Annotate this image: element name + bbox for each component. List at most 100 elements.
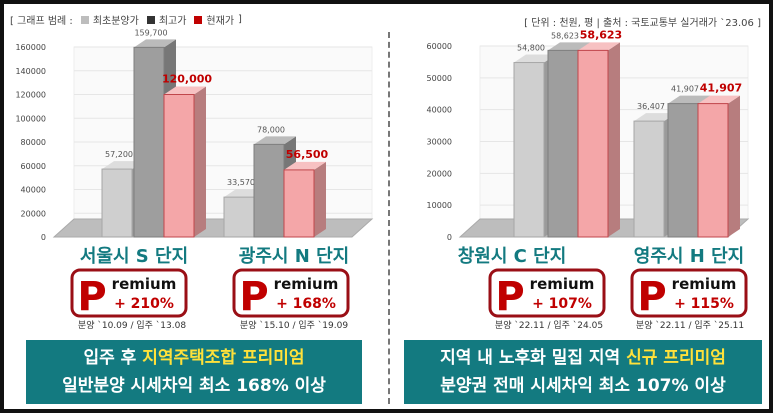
y-tick-label: 20000 xyxy=(427,169,452,178)
bar-1-1-3 xyxy=(163,86,206,238)
legend-swatch-high xyxy=(146,15,155,24)
bar-1-2-3 xyxy=(283,161,326,238)
premium-badge-letter: P xyxy=(239,274,268,320)
bar-front xyxy=(283,169,315,238)
bar-value-label: 120,000 xyxy=(162,73,212,86)
banner-left: 입주 후 지역주택조합 프리미엄 일반분양 시세차익 최소 168% 이상 xyxy=(26,340,362,404)
source-note: [ 단위 : 천원, 평 | 출처 : 국토교통부 실거래가 `23.06 ] xyxy=(524,18,761,29)
complex-dates: 분양 `10.09 / 입주 `13.08 xyxy=(78,319,186,331)
banner-right-line2: 분양권 전매 시세차익 최소 107% 이상 xyxy=(440,376,726,396)
bar-top xyxy=(164,86,206,95)
y-tick-label: 0 xyxy=(41,233,46,242)
legend-prefix: [ 그래프 범례 : xyxy=(10,16,73,27)
premium-badge-letter: P xyxy=(77,274,106,320)
bar-side xyxy=(728,95,740,238)
premium-badge-word: remium xyxy=(112,275,177,293)
bar-top xyxy=(284,161,326,170)
banner-right-line1-hl: 신규 프리미엄 xyxy=(626,348,726,368)
bar-front xyxy=(577,49,609,238)
bar-front xyxy=(101,168,133,238)
bar-front xyxy=(513,62,545,238)
banner-left-line1-a: 입주 후 xyxy=(83,348,143,368)
y-tick-label: 10000 xyxy=(427,201,452,210)
premium-badge-border xyxy=(488,268,606,318)
premium-badge-percent: + 168% xyxy=(276,296,336,312)
bar-value-label: 56,500 xyxy=(286,148,329,161)
complex-name: 영주시 H 단지 xyxy=(634,246,744,267)
legend-item-high: 최고가 xyxy=(158,16,187,27)
bar-front xyxy=(547,49,579,238)
premium-badge-word: remium xyxy=(672,275,737,293)
bar-top xyxy=(668,95,710,104)
complex-dates: 분양 `22.11 / 입주 `25.11 xyxy=(636,319,744,331)
bar-value-label: 41,907 xyxy=(671,85,699,94)
complex-dates: 분양 `15.10 / 입주 `19.09 xyxy=(240,319,348,331)
bar-front xyxy=(697,103,729,238)
y-tick-label: 20000 xyxy=(21,209,46,218)
banner-left-line1-hl: 지역주택조합 프리미엄 xyxy=(142,348,305,368)
chart-canvas: 0200004000060000800001000001200001400001… xyxy=(15,28,750,331)
premium-badge-percent: + 115% xyxy=(674,296,734,312)
bar-top xyxy=(578,42,620,51)
legend-item-current: 현재가 xyxy=(206,16,235,27)
y-tick-label: 40000 xyxy=(427,106,452,115)
bar-side xyxy=(608,42,620,237)
bar-value-label: 58,623 xyxy=(551,31,579,40)
legend-swatch-initial xyxy=(80,15,89,24)
divider xyxy=(388,32,390,404)
y-tick-label: 50000 xyxy=(427,74,452,83)
chart-2: 0 10000 20000 30000 40000 50000 60000 54,800 58,… xyxy=(427,28,750,331)
premium-badge-border xyxy=(232,268,350,318)
legend-item-initial: 최초분양가 xyxy=(92,16,139,27)
bar-value-label: 78,000 xyxy=(257,125,285,134)
bar-front xyxy=(633,120,665,238)
bar-value-label: 159,700 xyxy=(134,28,167,37)
bar-top xyxy=(548,42,590,51)
y-tick-label: 0 xyxy=(447,233,452,242)
premium-badge-letter: P xyxy=(637,274,666,320)
premium-badge-border xyxy=(70,268,188,318)
premium-badge-percent: + 107% xyxy=(532,296,592,312)
bar-value-label: 58,623 xyxy=(580,28,622,41)
bar-side xyxy=(194,86,206,237)
y-tick-label: 80000 xyxy=(21,138,46,147)
bar-front xyxy=(223,196,255,238)
banner-left-line2: 일반분양 시세차익 최소 168% 이상 xyxy=(62,376,326,396)
premium-badge-percent: + 210% xyxy=(114,296,174,312)
premium-badge-word: remium xyxy=(530,275,595,293)
y-tick-label: 60000 xyxy=(427,42,452,51)
bar-value-label: 57,200 xyxy=(105,150,133,159)
bar-value-label: 33,570 xyxy=(227,178,255,187)
bar-front xyxy=(253,143,285,238)
premium-badge-border xyxy=(630,268,748,318)
bar-top xyxy=(698,95,740,104)
complex-name: 광주시 N 단지 xyxy=(239,246,349,267)
y-tick-label: 140000 xyxy=(15,67,46,76)
y-tick-label: 40000 xyxy=(21,186,46,195)
premium-badge-letter: P xyxy=(495,274,524,320)
y-tick-label: 160000 xyxy=(15,43,46,52)
complex-name: 창원시 C 단지 xyxy=(458,246,567,267)
bar-top xyxy=(634,113,676,122)
y-tick-label: 120000 xyxy=(15,91,46,100)
bar-top xyxy=(134,39,176,48)
legend-suffix: ] xyxy=(238,14,242,25)
bar-top xyxy=(514,54,556,63)
y-tick-label: 30000 xyxy=(427,138,452,147)
legend-swatch-current xyxy=(194,15,203,24)
banner-right-line1-a: 지역 내 노후화 밀집 지역 xyxy=(440,348,627,368)
complex-name: 서울시 S 단지 xyxy=(80,246,188,267)
chart-1: 0 20000 40000 60000 80000 100000 120000 140000 1… xyxy=(15,28,374,331)
complex-dates: 분양 `22.11 / 입주 `24.05 xyxy=(495,319,603,331)
bar-side xyxy=(314,161,326,237)
bar-front xyxy=(133,46,165,238)
premium-badge-word: remium xyxy=(274,275,339,293)
bar-top xyxy=(254,136,296,145)
y-tick-label: 60000 xyxy=(21,162,46,171)
bar-value-label: 54,800 xyxy=(517,44,545,53)
